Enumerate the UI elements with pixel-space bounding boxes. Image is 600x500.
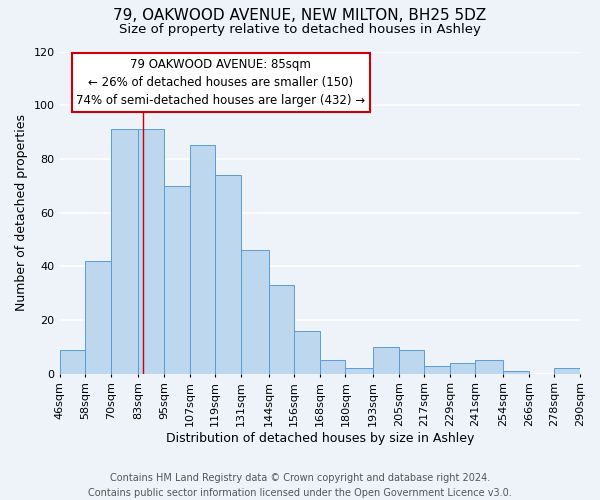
Bar bbox=[164, 186, 190, 374]
Bar bbox=[554, 368, 580, 374]
Bar bbox=[111, 130, 139, 374]
Bar bbox=[59, 350, 85, 374]
Bar bbox=[241, 250, 269, 374]
Bar bbox=[503, 371, 529, 374]
Y-axis label: Number of detached properties: Number of detached properties bbox=[15, 114, 28, 311]
X-axis label: Distribution of detached houses by size in Ashley: Distribution of detached houses by size … bbox=[166, 432, 474, 445]
Bar bbox=[346, 368, 373, 374]
Bar bbox=[294, 330, 320, 374]
Bar bbox=[190, 146, 215, 374]
Bar bbox=[320, 360, 346, 374]
Bar bbox=[373, 347, 398, 374]
Bar bbox=[85, 261, 111, 374]
Bar bbox=[424, 366, 450, 374]
Bar bbox=[475, 360, 503, 374]
Text: Contains HM Land Registry data © Crown copyright and database right 2024.
Contai: Contains HM Land Registry data © Crown c… bbox=[88, 472, 512, 498]
Bar bbox=[215, 175, 241, 374]
Text: Size of property relative to detached houses in Ashley: Size of property relative to detached ho… bbox=[119, 22, 481, 36]
Bar bbox=[398, 350, 424, 374]
Bar bbox=[450, 363, 475, 374]
Text: 79, OAKWOOD AVENUE, NEW MILTON, BH25 5DZ: 79, OAKWOOD AVENUE, NEW MILTON, BH25 5DZ bbox=[113, 8, 487, 22]
Bar bbox=[139, 130, 164, 374]
Bar bbox=[269, 285, 294, 374]
Text: 79 OAKWOOD AVENUE: 85sqm
← 26% of detached houses are smaller (150)
74% of semi-: 79 OAKWOOD AVENUE: 85sqm ← 26% of detach… bbox=[76, 58, 365, 107]
